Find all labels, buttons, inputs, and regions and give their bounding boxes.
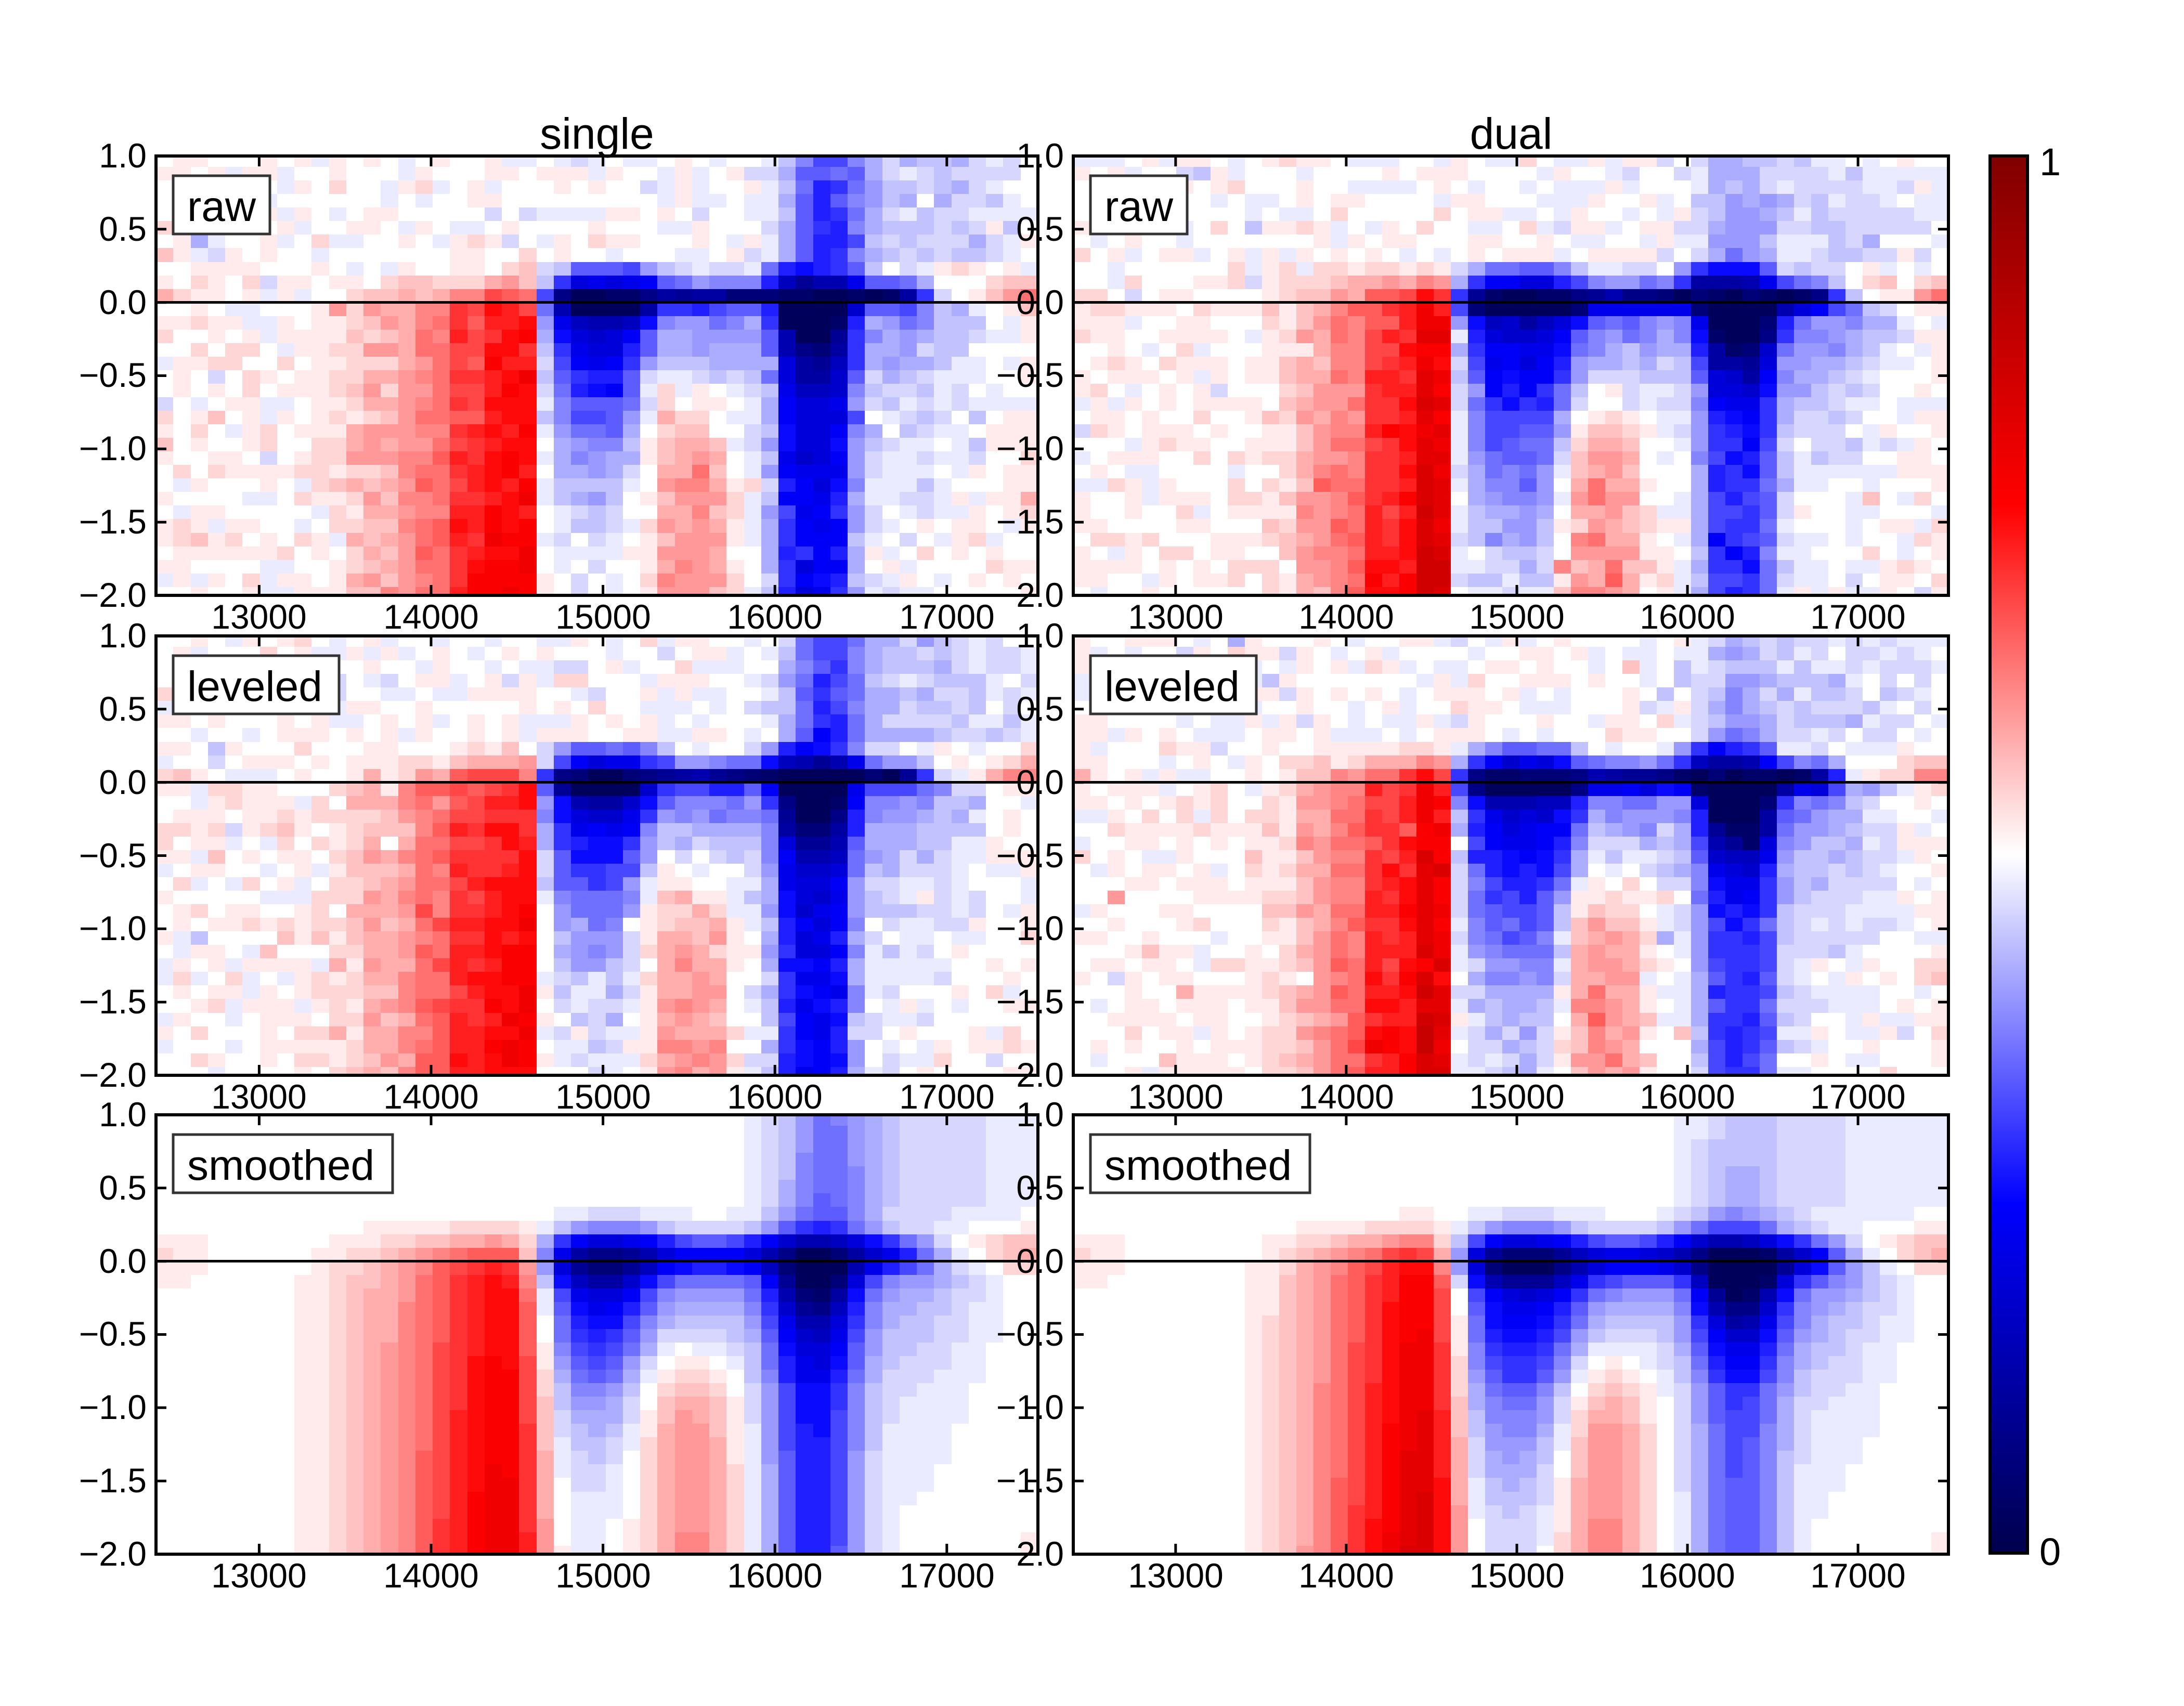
svg-text:−2.0: −2.0 (79, 1534, 147, 1573)
svg-text:−1.0: −1.0 (996, 909, 1064, 947)
svg-text:−2.0: −2.0 (79, 576, 147, 614)
svg-text:0.5: 0.5 (1016, 1168, 1064, 1207)
svg-text:smoothed: smoothed (1104, 1142, 1292, 1189)
svg-text:0.0: 0.0 (99, 1242, 147, 1280)
svg-text:−0.5: −0.5 (996, 836, 1064, 875)
svg-text:−1.5: −1.5 (996, 502, 1064, 541)
svg-text:−0.5: −0.5 (996, 1314, 1064, 1353)
svg-text:15000: 15000 (1469, 597, 1565, 636)
svg-text:13000: 13000 (1128, 597, 1224, 636)
svg-text:0: 0 (2039, 1530, 2061, 1573)
svg-text:−1.0: −1.0 (79, 1388, 147, 1426)
svg-text:0.0: 0.0 (99, 763, 147, 801)
svg-text:−0.5: −0.5 (996, 356, 1064, 394)
svg-text:−2.0: −2.0 (79, 1056, 147, 1094)
svg-text:0.0: 0.0 (1016, 1242, 1064, 1280)
svg-text:single: single (540, 109, 654, 158)
svg-text:leveled: leveled (187, 663, 322, 710)
svg-text:15000: 15000 (555, 1556, 651, 1595)
svg-text:1.0: 1.0 (1016, 136, 1064, 175)
svg-text:14000: 14000 (1298, 597, 1394, 636)
svg-text:−2.0: −2.0 (996, 1534, 1064, 1573)
svg-text:16000: 16000 (1640, 1556, 1735, 1595)
svg-text:0.0: 0.0 (1016, 283, 1064, 321)
svg-text:0.5: 0.5 (99, 1168, 147, 1207)
svg-text:leveled: leveled (1104, 663, 1240, 710)
svg-text:17000: 17000 (899, 1556, 995, 1595)
svg-text:17000: 17000 (1810, 1556, 1906, 1595)
svg-text:−2.0: −2.0 (996, 1056, 1064, 1094)
svg-text:17000: 17000 (899, 597, 995, 636)
svg-text:15000: 15000 (555, 597, 651, 636)
svg-text:14000: 14000 (383, 1556, 479, 1595)
svg-text:−2.0: −2.0 (996, 576, 1064, 614)
svg-text:dual: dual (1470, 109, 1553, 158)
svg-text:−1.5: −1.5 (996, 982, 1064, 1021)
svg-text:0.5: 0.5 (99, 210, 147, 248)
svg-text:0.5: 0.5 (1016, 689, 1064, 728)
svg-text:0.0: 0.0 (1016, 763, 1064, 801)
svg-text:−0.5: −0.5 (79, 836, 147, 875)
svg-text:0.5: 0.5 (99, 689, 147, 728)
svg-text:17000: 17000 (1810, 1077, 1906, 1116)
svg-text:16000: 16000 (727, 597, 823, 636)
svg-text:13000: 13000 (211, 597, 307, 636)
svg-text:−1.0: −1.0 (79, 429, 147, 467)
svg-text:14000: 14000 (1298, 1556, 1394, 1595)
svg-text:14000: 14000 (1298, 1077, 1394, 1116)
svg-text:13000: 13000 (1128, 1077, 1224, 1116)
svg-text:−0.5: −0.5 (79, 1314, 147, 1353)
svg-text:16000: 16000 (1640, 597, 1735, 636)
svg-text:1.0: 1.0 (99, 1095, 147, 1134)
svg-text:−1.5: −1.5 (79, 982, 147, 1021)
svg-text:1.0: 1.0 (1016, 616, 1064, 655)
svg-text:15000: 15000 (1469, 1077, 1565, 1116)
svg-text:smoothed: smoothed (187, 1142, 374, 1189)
svg-text:1.0: 1.0 (99, 616, 147, 655)
svg-text:−1.0: −1.0 (996, 429, 1064, 467)
svg-text:−1.0: −1.0 (996, 1388, 1064, 1426)
svg-text:1.0: 1.0 (99, 136, 147, 175)
svg-text:−1.0: −1.0 (79, 909, 147, 947)
svg-text:17000: 17000 (899, 1077, 995, 1116)
svg-text:16000: 16000 (1640, 1077, 1735, 1116)
svg-text:raw: raw (187, 183, 256, 230)
svg-text:13000: 13000 (211, 1556, 307, 1595)
svg-text:raw: raw (1104, 183, 1174, 230)
svg-text:1.0: 1.0 (1016, 1095, 1064, 1134)
svg-text:17000: 17000 (1810, 597, 1906, 636)
svg-text:−1.5: −1.5 (996, 1461, 1064, 1500)
svg-text:0.0: 0.0 (99, 283, 147, 321)
svg-text:−0.5: −0.5 (79, 356, 147, 394)
svg-text:−1.5: −1.5 (79, 502, 147, 541)
svg-text:−1.5: −1.5 (79, 1461, 147, 1500)
svg-text:13000: 13000 (1128, 1556, 1224, 1595)
svg-text:16000: 16000 (727, 1556, 823, 1595)
svg-text:0.5: 0.5 (1016, 210, 1064, 248)
svg-text:1: 1 (2039, 140, 2061, 184)
svg-text:15000: 15000 (1469, 1556, 1565, 1595)
svg-text:15000: 15000 (555, 1077, 651, 1116)
svg-text:14000: 14000 (383, 1077, 479, 1116)
svg-text:14000: 14000 (383, 597, 479, 636)
svg-text:13000: 13000 (211, 1077, 307, 1116)
svg-text:16000: 16000 (727, 1077, 823, 1116)
